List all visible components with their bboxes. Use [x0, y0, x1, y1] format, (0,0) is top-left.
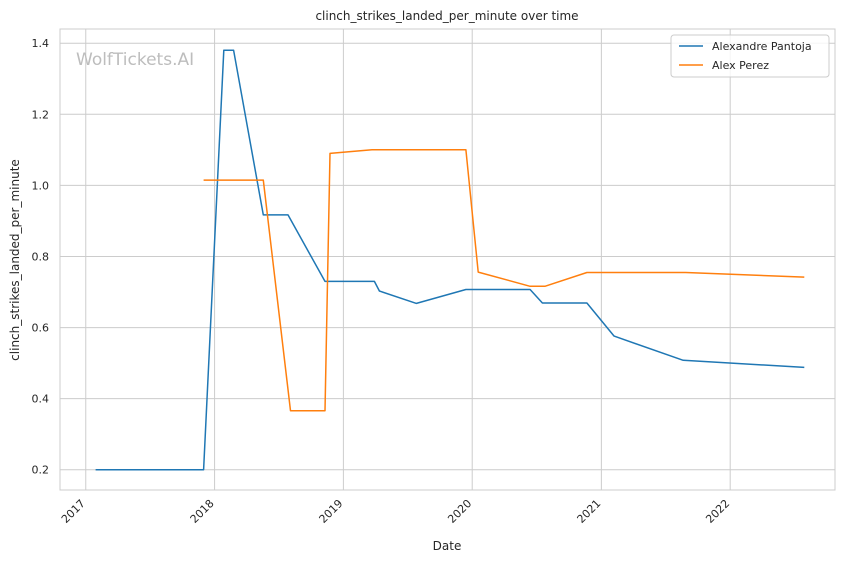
legend-label: Alex Perez	[712, 59, 769, 72]
y-tick-label: 0.8	[32, 250, 50, 263]
y-tick-labels: 0.2 0.4 0.6 0.8 1.0 1.2 1.4	[32, 37, 50, 477]
chart-title: clinch_strikes_landed_per_minute over ti…	[315, 9, 578, 23]
x-gridlines	[85, 29, 731, 490]
watermark: WolfTickets.AI	[76, 50, 194, 70]
x-axis-title: Date	[433, 539, 462, 553]
legend-label: Alexandre Pantoja	[712, 40, 812, 53]
series-layer	[95, 49, 805, 471]
series-line-1	[95, 49, 805, 471]
plot-frame	[59, 28, 836, 491]
y-tick-label: 1.2	[32, 108, 50, 121]
y-tick-label: 0.4	[32, 393, 50, 406]
y-tick-label: 0.6	[32, 322, 50, 335]
y-tick-label: 1.4	[32, 37, 50, 50]
y-tick-label: 1.0	[32, 179, 50, 192]
y-axis-title: clinch_strikes_landed_per_minute	[8, 159, 22, 361]
legend: Alexandre Pantoja Alex Perez	[670, 34, 830, 78]
legend-box	[670, 34, 830, 78]
y-tick-label: 0.2	[32, 464, 50, 477]
series-line-2	[203, 149, 805, 412]
